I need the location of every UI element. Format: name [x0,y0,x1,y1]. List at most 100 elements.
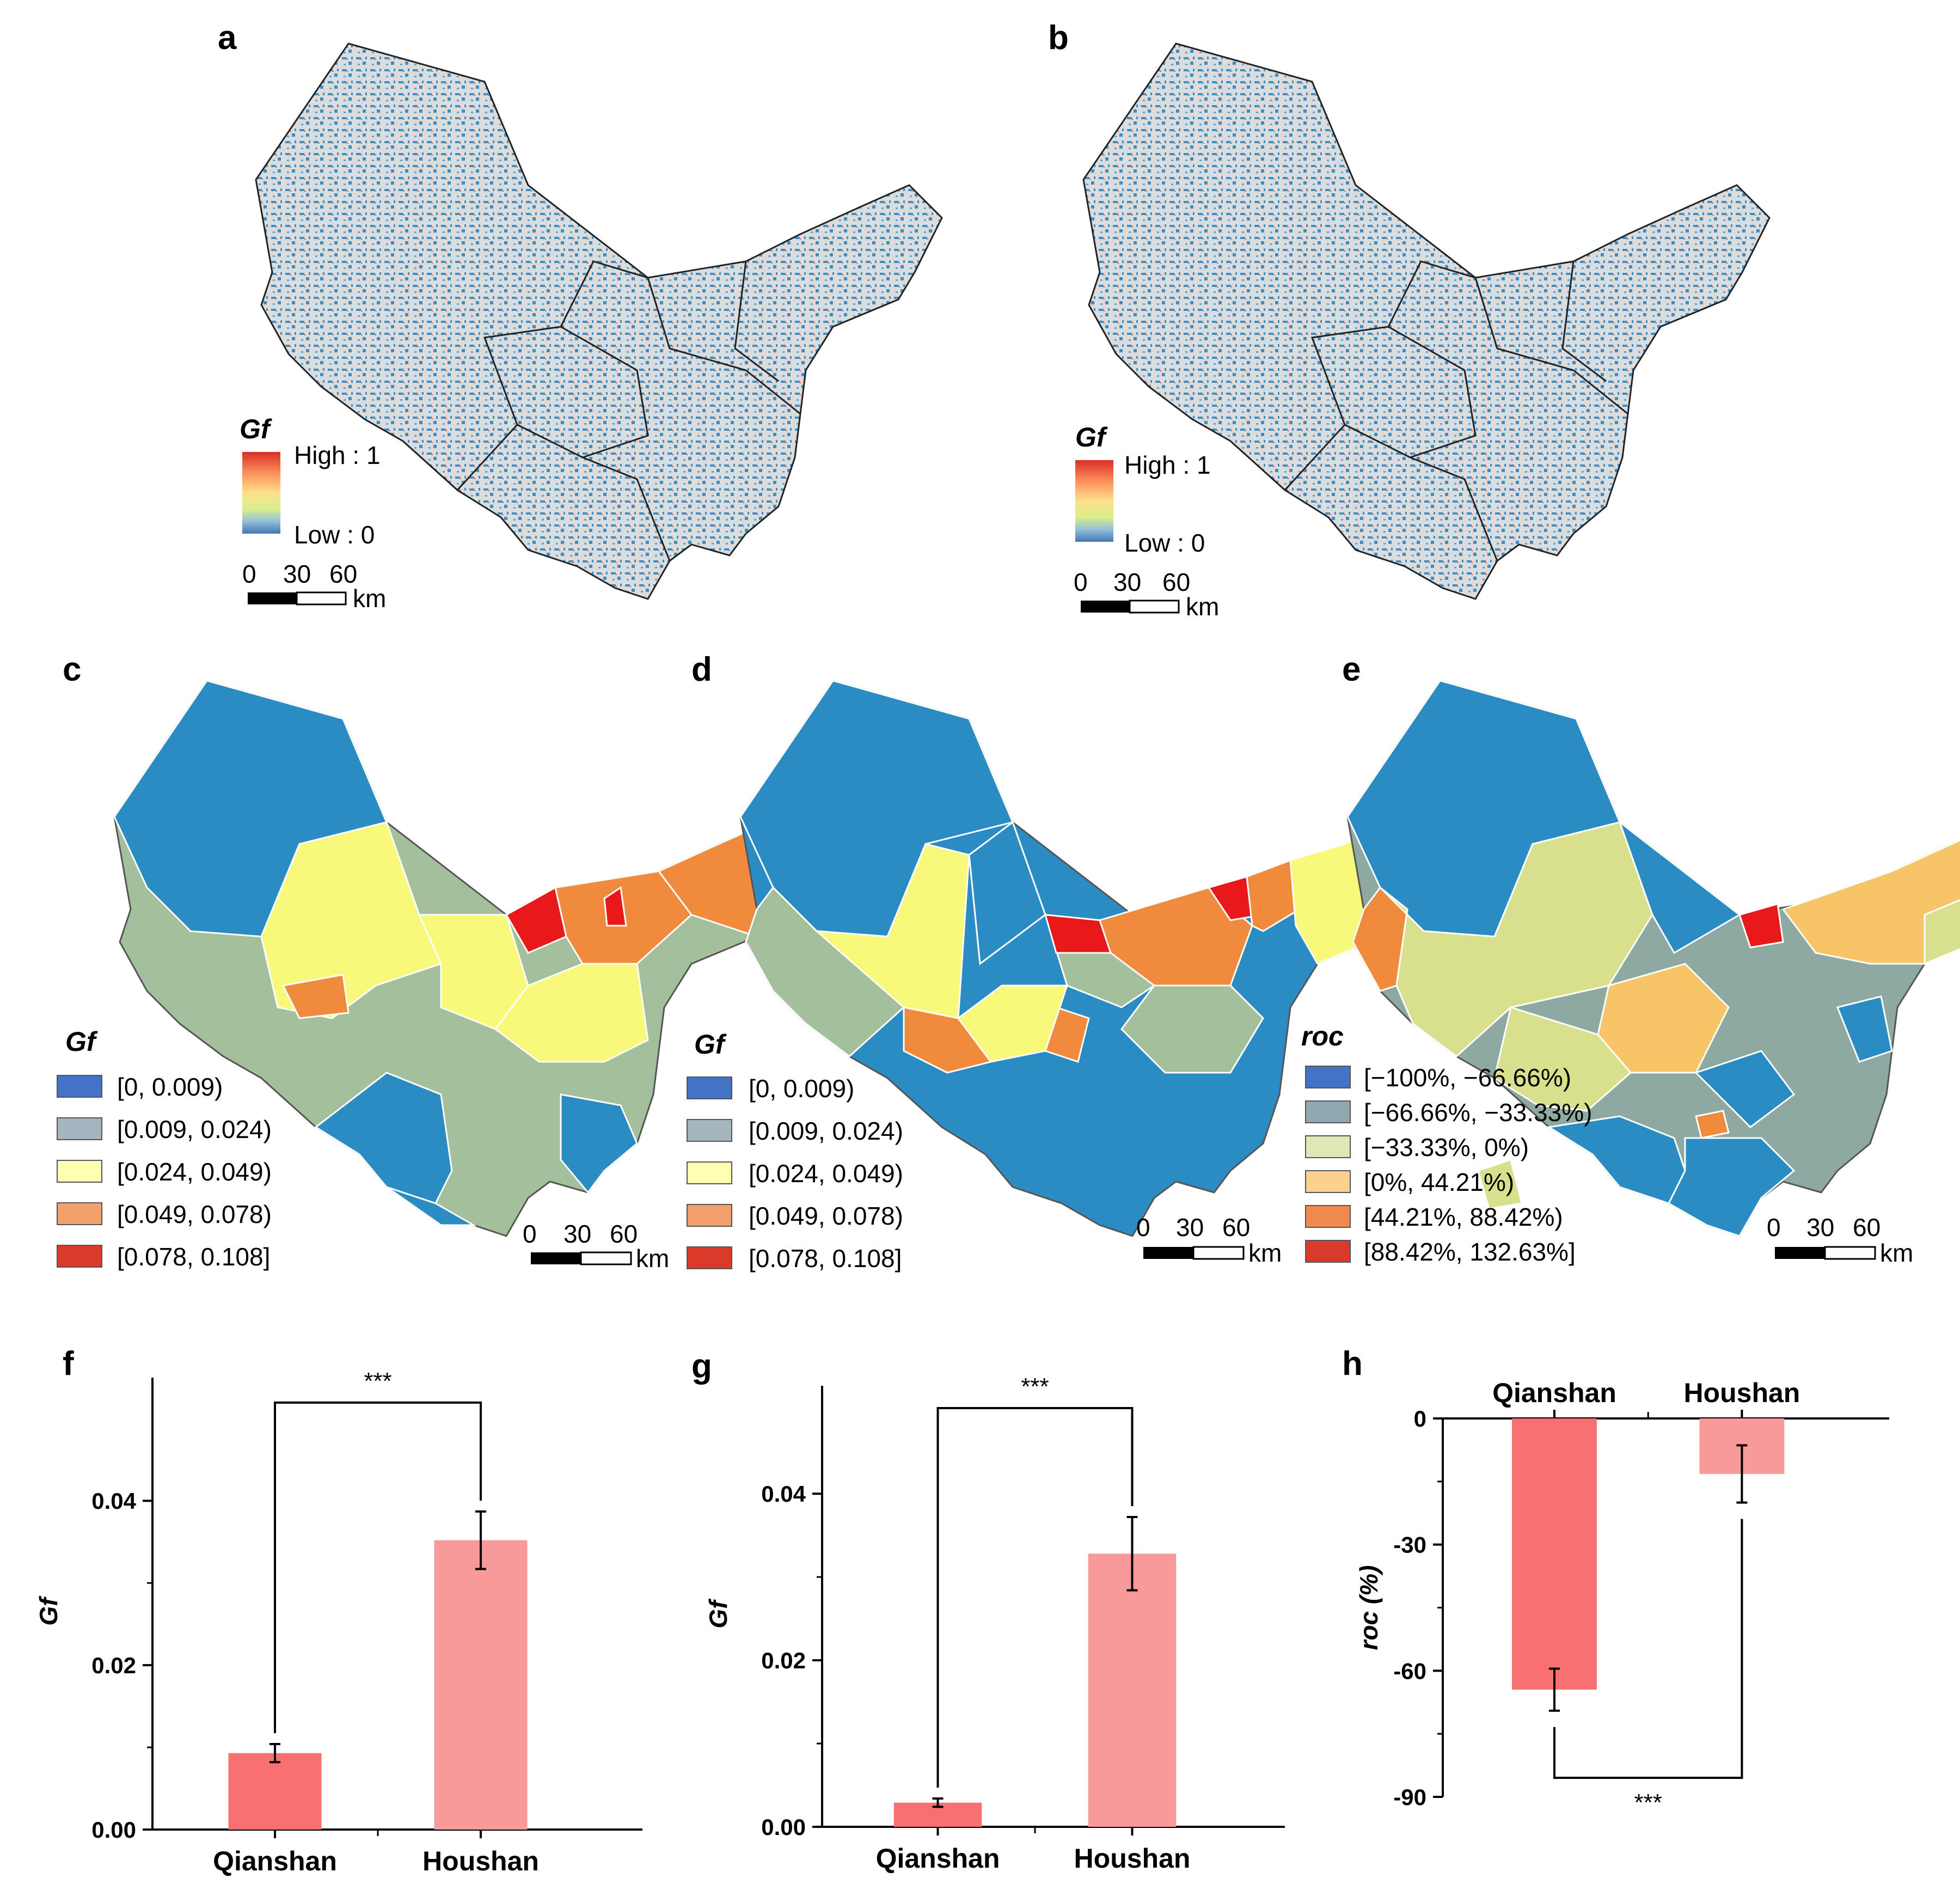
y-tick-label: 0.02 [761,1648,806,1673]
legend-item: [0.078, 0.108] [749,1244,902,1273]
significance-bracket [936,1407,1134,1788]
legend-e: [−100%, −66.66%) [−66.66%, −33.33%) [−33… [1305,1063,1592,1266]
scalebar-unit: km [636,1244,669,1273]
map-c [113,680,801,1237]
y-tick-label: -60 [1393,1658,1426,1684]
legend-item: [0.009, 0.024) [117,1115,272,1143]
panel-letter-g: g [691,1348,712,1385]
legend-item: [0.009, 0.024) [749,1117,903,1145]
scalebar-tick: 60 [610,1220,638,1248]
map-d [739,680,1428,1237]
legend-item: [−33.33%, 0%) [1364,1133,1529,1161]
legend-low-b: Low : 0 [1124,529,1205,557]
y-tick-label: 0.02 [91,1653,136,1678]
panel-letter-a: a [218,19,237,57]
panel-a: a Gf High : 1 Low : 0 0 30 60 km [218,19,943,613]
panel-letter-f: f [63,1345,74,1383]
significance-bracket [1553,1519,1743,1779]
scalebar-d: 0 30 60 km [1136,1213,1282,1267]
category-label: Qianshan [1492,1378,1616,1408]
scalebar-unit: km [1880,1239,1913,1267]
panel-e: e roc [−100%, −66.66%) [−66.66%, −33.33%… [1301,651,1960,1267]
panel-d: d Gf [0, 0.009) [0.009, 0.024) [0.024 [687,651,1428,1273]
panel-h: h 0 -30 -60 -90 roc (%) Qianshan Houshan *** [1342,1345,1889,1816]
y-tick-label: 0.00 [761,1814,806,1840]
scalebar-tick: 30 [283,560,311,588]
scalebar-unit: km [353,584,386,613]
scalebar-tick: 60 [329,560,357,588]
legend-title-b: Gf [1075,422,1108,452]
y-tick-label: 0 [1414,1406,1426,1432]
bar-houshan [434,1540,528,1830]
scalebar-tick: 0 [1074,568,1088,596]
legend-item: [88.42%, 132.63%] [1364,1238,1576,1266]
significance-label: *** [1634,1789,1662,1816]
significance-label: *** [1021,1373,1049,1400]
scalebar-unit: km [1186,592,1219,621]
y-tick-label: -30 [1393,1532,1426,1558]
legend-item: [0%, 44.21%) [1364,1168,1514,1196]
scalebar-tick: 0 [1136,1213,1150,1241]
category-label: Houshan [1074,1843,1191,1874]
scalebar-c: 0 30 60 km [523,1220,669,1273]
legend-low-a: Low : 0 [294,521,375,549]
panel-g: g 0.00 0.02 0.04 Gf Qianshan Houshan *** [691,1348,1285,1874]
legend-item: [44.21%, 88.42%) [1364,1203,1563,1231]
map-b [1082,42,1771,600]
legend-title-c: Gf [65,1026,98,1057]
scalebar-a: 0 30 60 km [242,560,386,613]
panel-b: b Gf High : 1 Low : 0 0 30 60 km [1048,19,1771,621]
panel-letter-b: b [1048,19,1069,57]
category-label: Houshan [1683,1378,1800,1408]
legend-item: [0, 0.009) [749,1074,854,1103]
y-axis-title: Gf [704,1598,732,1629]
legend-high-a: High : 1 [294,441,381,469]
legend-item: [−66.66%, −33.33%) [1364,1098,1592,1127]
legend-item: [0.024, 0.049) [117,1158,272,1186]
legend-title-e: roc [1301,1021,1344,1051]
y-axis-title: Gf [34,1595,63,1626]
legend-item: [0.049, 0.078) [117,1200,272,1228]
significance-bracket [274,1401,482,1734]
scalebar-tick: 0 [242,560,256,588]
scalebar-tick: 30 [564,1220,591,1248]
y-tick-label: 0.04 [91,1488,136,1514]
bar-chart-f: 0.00 0.02 0.04 Gf Qianshan Houshan *** [34,1368,642,1876]
panel-f: f 0.00 0.02 0.04 Gf Qianshan Houshan *** [34,1345,642,1876]
map-e [1346,680,1960,1237]
legend-title-a: Gf [240,414,272,444]
legend-item: [0.049, 0.078) [749,1202,903,1230]
scalebar-unit: km [1248,1239,1282,1267]
scalebar-tick: 60 [1853,1213,1881,1241]
y-tick-label: 0.00 [91,1817,136,1843]
legend-c: [0, 0.009) [0.009, 0.024) [0.024, 0.049)… [57,1073,272,1271]
legend-high-b: High : 1 [1124,451,1211,479]
scalebar-b: 0 30 60 km [1074,568,1219,621]
scalebar-tick: 30 [1806,1213,1834,1241]
y-tick-label: 0.04 [761,1481,806,1507]
map-a [255,42,943,600]
legend-item: [−100%, −66.66%) [1364,1063,1571,1092]
legend-item: [0.078, 0.108] [117,1243,270,1271]
y-tick-label: -90 [1393,1784,1426,1810]
scalebar-tick: 0 [1767,1213,1781,1241]
panel-letter-c: c [63,651,81,688]
category-label: Qianshan [213,1846,337,1876]
legend-item: [0, 0.009) [117,1073,223,1101]
color-ramp-a [242,452,280,534]
panel-letter-d: d [691,651,712,688]
significance-label: *** [364,1368,391,1394]
legend-item: [0.024, 0.049) [749,1159,903,1188]
panel-letter-h: h [1342,1345,1363,1383]
scalebar-tick: 30 [1176,1213,1204,1241]
legend-title-d: Gf [694,1029,727,1060]
bar-chart-g: 0.00 0.02 0.04 Gf Qianshan Houshan *** [704,1373,1285,1874]
scalebar-tick: 0 [523,1220,537,1248]
bar-houshan [1088,1553,1177,1827]
category-label: Houshan [422,1846,539,1876]
category-label: Qianshan [876,1843,1000,1874]
y-axis-title: roc (%) [1355,1565,1383,1650]
legend-d: [0, 0.009) [0.009, 0.024) [0.024, 0.049)… [687,1074,903,1273]
scalebar-tick: 60 [1162,568,1190,596]
